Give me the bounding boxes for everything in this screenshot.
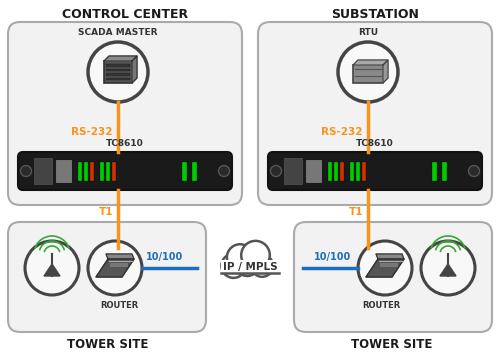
Text: RS-232: RS-232 — [322, 127, 363, 137]
FancyBboxPatch shape — [362, 162, 366, 180]
Text: CONTROL CENTER: CONTROL CENTER — [62, 8, 188, 21]
FancyBboxPatch shape — [106, 78, 130, 80]
Circle shape — [468, 166, 479, 176]
Text: IP / MPLS: IP / MPLS — [222, 262, 278, 271]
Text: TC8610: TC8610 — [356, 139, 394, 148]
Text: TC8610: TC8610 — [106, 139, 144, 148]
FancyBboxPatch shape — [8, 22, 242, 205]
Circle shape — [421, 241, 475, 295]
Text: RTU: RTU — [358, 28, 378, 37]
Circle shape — [227, 244, 254, 271]
Circle shape — [218, 166, 230, 176]
FancyBboxPatch shape — [432, 162, 437, 180]
Circle shape — [270, 166, 281, 176]
FancyBboxPatch shape — [106, 68, 130, 71]
FancyBboxPatch shape — [78, 162, 82, 180]
Circle shape — [338, 42, 398, 102]
FancyBboxPatch shape — [8, 222, 206, 332]
FancyBboxPatch shape — [356, 162, 360, 180]
FancyBboxPatch shape — [34, 158, 52, 184]
FancyBboxPatch shape — [353, 65, 383, 83]
Text: SCADA MASTER: SCADA MASTER — [78, 28, 158, 37]
Polygon shape — [104, 56, 137, 61]
FancyBboxPatch shape — [258, 22, 492, 205]
FancyBboxPatch shape — [90, 162, 94, 180]
Circle shape — [251, 255, 273, 277]
FancyBboxPatch shape — [106, 64, 130, 66]
FancyBboxPatch shape — [18, 152, 232, 190]
Circle shape — [25, 241, 79, 295]
Polygon shape — [376, 254, 404, 259]
FancyBboxPatch shape — [340, 162, 344, 180]
Polygon shape — [96, 259, 134, 277]
Polygon shape — [366, 259, 404, 277]
Text: RS-232: RS-232 — [72, 127, 113, 137]
FancyBboxPatch shape — [110, 263, 128, 267]
FancyBboxPatch shape — [306, 160, 321, 183]
Text: TOWER SITE: TOWER SITE — [352, 338, 432, 351]
Text: 10/100: 10/100 — [314, 252, 352, 262]
FancyBboxPatch shape — [192, 162, 197, 180]
FancyBboxPatch shape — [56, 160, 71, 183]
Circle shape — [241, 241, 270, 269]
Text: ROUTER: ROUTER — [362, 301, 400, 310]
Text: 10/100: 10/100 — [146, 252, 184, 262]
Circle shape — [235, 252, 260, 276]
FancyBboxPatch shape — [350, 162, 354, 180]
Polygon shape — [440, 264, 456, 276]
Text: T1: T1 — [348, 207, 363, 217]
FancyBboxPatch shape — [84, 162, 88, 180]
Circle shape — [358, 241, 412, 295]
Circle shape — [88, 42, 148, 102]
FancyBboxPatch shape — [182, 162, 187, 180]
Text: T1: T1 — [98, 207, 113, 217]
FancyBboxPatch shape — [104, 61, 132, 83]
Circle shape — [222, 254, 246, 278]
Polygon shape — [132, 56, 137, 83]
Polygon shape — [44, 264, 60, 276]
FancyBboxPatch shape — [294, 222, 492, 332]
Circle shape — [20, 166, 32, 176]
Text: ROUTER: ROUTER — [100, 301, 138, 310]
FancyBboxPatch shape — [380, 263, 398, 267]
FancyBboxPatch shape — [328, 162, 332, 180]
FancyBboxPatch shape — [100, 162, 104, 180]
Polygon shape — [353, 60, 388, 65]
FancyBboxPatch shape — [112, 162, 116, 180]
Text: TOWER SITE: TOWER SITE — [68, 338, 148, 351]
FancyBboxPatch shape — [268, 152, 482, 190]
FancyBboxPatch shape — [222, 260, 278, 274]
FancyBboxPatch shape — [334, 162, 338, 180]
FancyBboxPatch shape — [106, 73, 130, 76]
Polygon shape — [106, 254, 134, 259]
FancyBboxPatch shape — [442, 162, 447, 180]
FancyBboxPatch shape — [284, 158, 302, 184]
Polygon shape — [383, 60, 388, 83]
Circle shape — [88, 241, 142, 295]
FancyBboxPatch shape — [106, 162, 110, 180]
Text: SUBSTATION: SUBSTATION — [331, 8, 419, 21]
